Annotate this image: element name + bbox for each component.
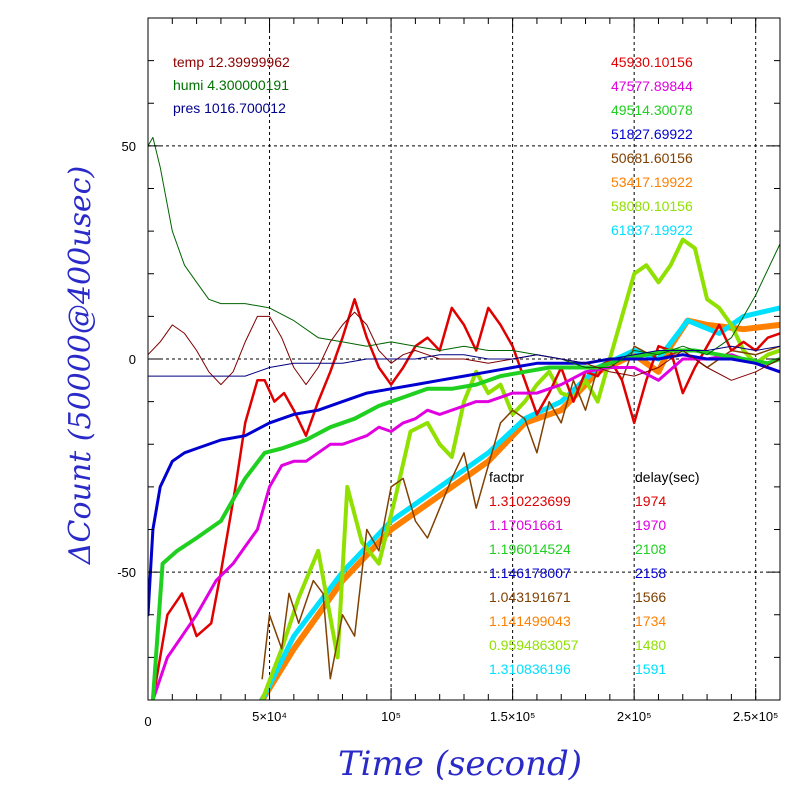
series-line — [148, 353, 780, 617]
factor-value: 1.146178007 — [489, 565, 571, 581]
mean-legend-entry: 61837.19922 — [611, 222, 693, 238]
factor-value: 1.17051661 — [489, 517, 563, 533]
axis-ticks — [147, 17, 781, 701]
series-line — [148, 345, 780, 377]
series-line — [259, 305, 780, 700]
x-tick-label: 0 — [144, 714, 151, 729]
x-tick-label: 2.5×10⁵ — [733, 709, 779, 724]
factor-delay-table: factor delay(sec) 1.310223699 1974 1.1705166… — [489, 469, 700, 677]
series-line — [148, 311, 780, 386]
delay-value: 1591 — [635, 661, 666, 677]
mean-legend-entry: 51827.69922 — [611, 126, 693, 142]
mean-legend-entry: 49514.30078 — [611, 102, 693, 118]
mean-count-legend: 45930.10156 47577.89844 49514.30078 51827.6… — [611, 54, 693, 238]
mean-legend-entry: 58080.10156 — [611, 198, 693, 214]
y-tick-label: 50 — [122, 139, 136, 154]
env-legend-entry: pres 1016.700012 — [173, 100, 286, 116]
factor-value: 1.141499043 — [489, 613, 571, 629]
axis-tick-labels: 0 5×10⁴ 10⁵ 1.5×10⁵ 2×10⁵ 2.5×10⁵ -50 0 50 — [117, 139, 778, 729]
x-axis-title: Time (second) — [338, 744, 582, 784]
x-tick-label: 1.5×10⁵ — [490, 709, 536, 724]
data-series — [148, 136, 780, 700]
factor-value: 1.310223699 — [489, 493, 571, 509]
delay-value: 1734 — [635, 613, 666, 629]
y-tick-label: -50 — [117, 565, 136, 580]
mean-legend-entry: 45930.10156 — [611, 54, 693, 70]
x-tick-label: 2×10⁵ — [617, 709, 652, 724]
delay-value: 1480 — [635, 637, 666, 653]
environment-legend: temp 12.39999962 humi 4.300000191 pres 101… — [173, 54, 290, 116]
factor-value: 1.196014524 — [489, 541, 571, 557]
delay-value: 2108 — [635, 541, 666, 557]
env-legend-entry: humi 4.300000191 — [173, 77, 289, 93]
factor-value: 0.9594863057 — [489, 637, 579, 653]
x-tick-label: 5×10⁴ — [252, 709, 287, 724]
series-line — [148, 136, 780, 368]
delay-value: 1566 — [635, 589, 666, 605]
env-legend-entry: temp 12.39999962 — [173, 54, 290, 70]
delay-value: 1974 — [635, 493, 666, 509]
x-tick-label: 10⁵ — [381, 709, 401, 724]
delay-value: 1970 — [635, 517, 666, 533]
mean-legend-entry: 50681.60156 — [611, 150, 693, 166]
series-line — [150, 348, 780, 700]
series-line — [151, 353, 780, 700]
factor-value: 1.310836196 — [489, 661, 571, 677]
y-axis-title: ΔCount (50000@400usec) — [63, 166, 98, 565]
delay-header: delay(sec) — [635, 469, 700, 485]
y-tick-label: 0 — [129, 352, 136, 367]
mean-legend-entry: 53417.19922 — [611, 174, 693, 190]
mean-legend-entry: 47577.89844 — [611, 78, 693, 94]
factor-header: factor — [489, 469, 524, 485]
factor-value: 1.043191671 — [489, 589, 571, 605]
series-line — [260, 237, 780, 700]
delay-value: 2158 — [635, 565, 666, 581]
